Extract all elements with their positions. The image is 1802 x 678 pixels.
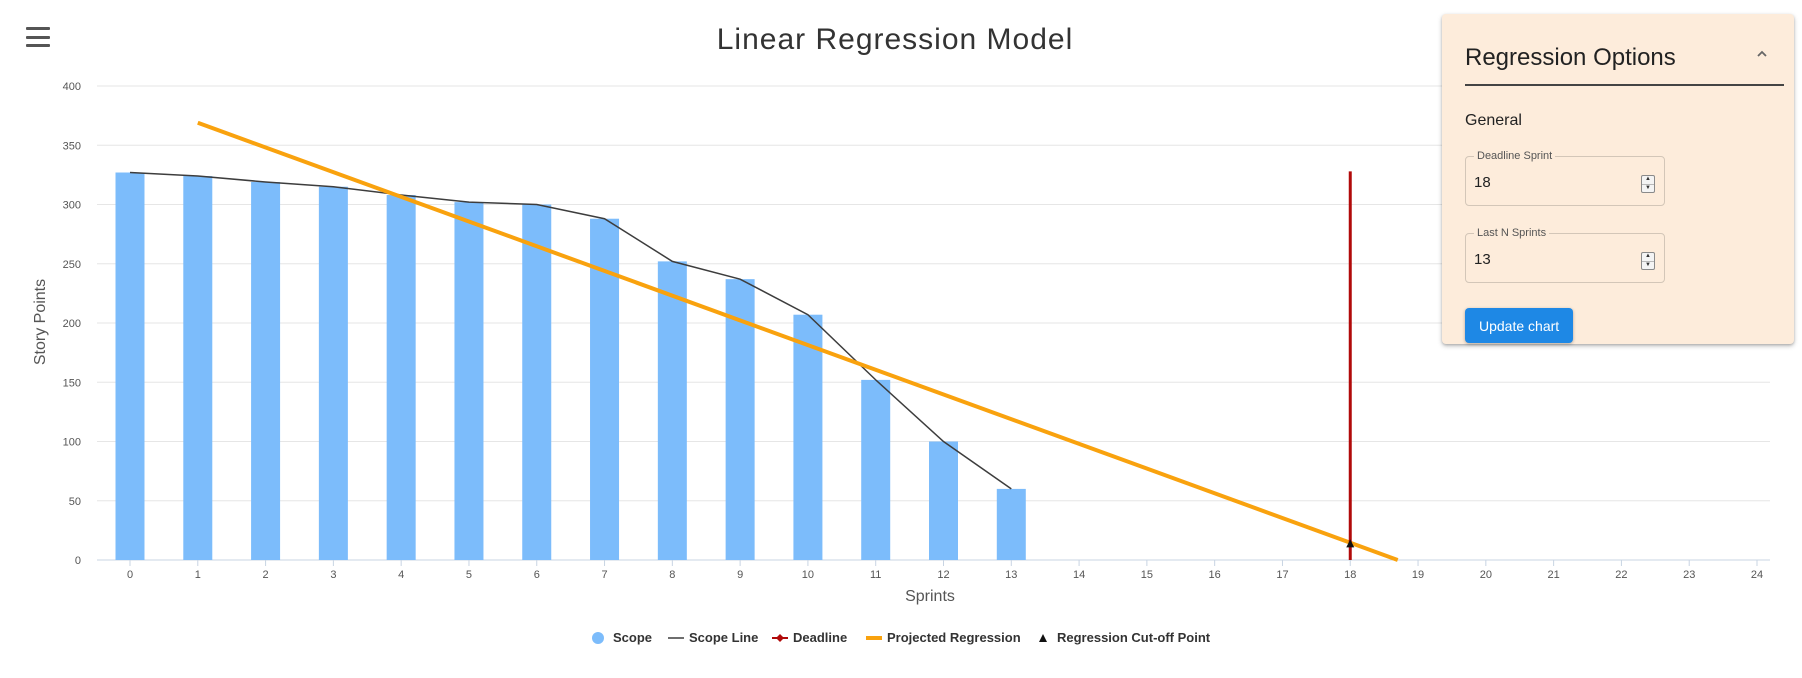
y-tick-label: 100 [63, 437, 81, 449]
stepper-down-icon[interactable]: ▼ [1645, 184, 1651, 191]
last-n-sprints-input[interactable] [1474, 248, 1624, 270]
y-tick-label: 150 [63, 377, 81, 389]
legend-label-projected-regression: Projected Regression [887, 630, 1021, 645]
scope-bar [318, 186, 348, 560]
legend-label-scope-line: Scope Line [689, 630, 758, 645]
y-tick-label: 200 [63, 318, 81, 330]
scope-bar [522, 204, 552, 560]
y-tick-label: 250 [63, 259, 81, 271]
x-tick-label: 17 [1276, 569, 1288, 581]
x-tick-label: 19 [1412, 569, 1424, 581]
x-tick-label: 21 [1548, 569, 1560, 581]
x-tick-label: 13 [1005, 569, 1017, 581]
legend-label-deadline: Deadline [793, 630, 847, 645]
bar-layer [115, 172, 1026, 561]
chevron-up-icon[interactable] [1756, 48, 1768, 60]
scope-bar [657, 261, 687, 560]
x-tick-label: 18 [1344, 569, 1356, 581]
x-tick-label: 7 [601, 569, 607, 581]
regression-cutoff-marker [1346, 539, 1355, 548]
scope-bar [929, 441, 958, 560]
x-tick-label: 2 [263, 569, 269, 581]
line-layer [129, 120, 1399, 562]
x-tick-label: 9 [737, 569, 743, 581]
y-tick-label: 0 [75, 555, 81, 567]
x-axis-label: Sprints [905, 588, 955, 605]
scope-bar [861, 379, 891, 560]
legend-deadline-marker [776, 634, 784, 642]
projected-regression-line [197, 120, 1399, 562]
scope-bar [183, 176, 213, 560]
deadline-sprint-label: Deadline Sprint [1474, 149, 1556, 163]
scope-line [129, 171, 1012, 490]
x-tick-label: 16 [1209, 569, 1221, 581]
panel-divider [1465, 84, 1784, 86]
last-n-sprints-label: Last N Sprints [1474, 226, 1550, 240]
scope-bar [115, 172, 145, 560]
y-tick-label: 300 [63, 200, 81, 212]
x-tick-label: 3 [330, 569, 336, 581]
scope-bar [454, 202, 484, 560]
x-tick-label: 8 [669, 569, 675, 581]
y-axis-label: Story Points [32, 279, 49, 365]
x-tick-label: 10 [802, 569, 814, 581]
legend-scope-symbol [592, 632, 604, 644]
stepper-down-icon[interactable]: ▼ [1645, 261, 1651, 268]
x-tick-label: 5 [466, 569, 472, 581]
panel-title: Regression Options [1465, 44, 1676, 71]
scope-bar [386, 195, 416, 560]
x-tick-label: 0 [127, 569, 133, 581]
scope-bar [996, 488, 1026, 560]
chart-title: Linear Regression Model [717, 23, 1074, 56]
y-tick-label: 350 [63, 140, 81, 152]
x-tick-label: 4 [398, 569, 404, 581]
x-tick-label: 14 [1073, 569, 1085, 581]
x-tick-label: 1 [195, 569, 201, 581]
x-tick-label: 15 [1141, 569, 1153, 581]
legend: Scope Scope Line Deadline Projected Regress… [592, 630, 1211, 645]
x-tick-label: 24 [1751, 569, 1763, 581]
y-tick-label: 50 [69, 496, 81, 508]
legend-cutoff-symbol [1039, 634, 1047, 642]
legend-label-regression-cut-off-point: Regression Cut-off Point [1057, 630, 1211, 645]
y-tick-label: 400 [63, 81, 81, 93]
deadline-sprint-stepper[interactable]: ▲ ▼ [1641, 175, 1655, 193]
deadline-sprint-input[interactable] [1474, 171, 1624, 193]
legend-label-scope: Scope [613, 630, 652, 645]
x-tick-label: 22 [1615, 569, 1627, 581]
update-chart-button[interactable]: Update chart [1465, 308, 1574, 343]
x-tick-label: 20 [1480, 569, 1492, 581]
regression-options-panel: Regression Options General Deadline Spri… [1442, 14, 1794, 344]
stepper-up-icon[interactable]: ▲ [1642, 176, 1654, 185]
last-n-sprints-stepper[interactable]: ▲ ▼ [1641, 252, 1655, 270]
stepper-up-icon[interactable]: ▲ [1642, 253, 1654, 262]
x-tick-label: 23 [1683, 569, 1695, 581]
deadline-sprint-field: Deadline Sprint ▲ ▼ [1465, 149, 1665, 206]
x-tick-label: 6 [534, 569, 540, 581]
hamburger-menu-icon[interactable] [26, 27, 50, 47]
last-n-sprints-field: Last N Sprints ▲ ▼ [1465, 226, 1665, 283]
scope-bar [251, 181, 281, 561]
x-tick-label: 12 [937, 569, 949, 581]
section-general: General [1465, 112, 1522, 129]
scope-bar [793, 314, 823, 560]
x-tick-label: 11 [870, 569, 881, 581]
